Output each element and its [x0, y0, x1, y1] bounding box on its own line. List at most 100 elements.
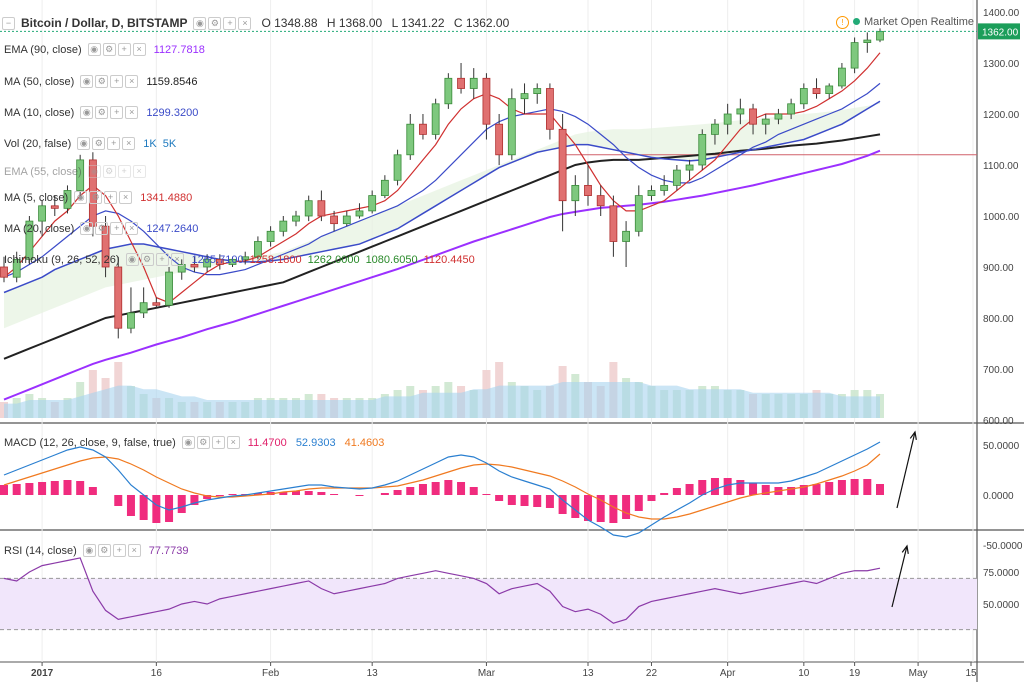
eye-icon[interactable]: ◉: [181, 436, 195, 449]
ma50-line[interactable]: [3, 133, 881, 360]
indicator-legend-row[interactable]: MA (10, close) ◉ ⚙ + × 1299.3200: [0, 104, 204, 121]
add-icon[interactable]: +: [112, 544, 126, 557]
macd-histogram-bar[interactable]: [876, 484, 884, 495]
ma10-line[interactable]: [3, 82, 881, 278]
macd-histogram-bar[interactable]: [165, 495, 174, 522]
collapse-icon[interactable]: −: [2, 16, 15, 30]
candle[interactable]: [431, 103, 440, 135]
macd-histogram-bar[interactable]: [215, 495, 224, 496]
candle[interactable]: [799, 88, 808, 105]
macd-histogram-bar[interactable]: [63, 480, 72, 495]
macd-histogram-bar[interactable]: [837, 480, 846, 495]
macd-histogram-bar[interactable]: [799, 485, 808, 495]
candle[interactable]: [749, 108, 757, 125]
settings-icon[interactable]: ⚙: [89, 191, 103, 204]
macd-histogram-bar[interactable]: [279, 492, 288, 495]
candle[interactable]: [317, 200, 326, 217]
macd-histogram-bar[interactable]: [787, 487, 796, 495]
settings-icon[interactable]: ⚙: [102, 165, 116, 178]
candle[interactable]: [634, 195, 643, 232]
candle[interactable]: [342, 215, 351, 225]
eye-icon[interactable]: ◉: [82, 544, 96, 557]
trend-arrow-line[interactable]: [896, 431, 916, 509]
macd-histogram-bar[interactable]: [152, 495, 161, 523]
indicator-legend-row[interactable]: Ichimoku (9, 26, 52, 26) ◉ ⚙ + × 1265.7100 125…: [0, 251, 481, 268]
macd-pane[interactable]: [0, 441, 884, 538]
candle[interactable]: [850, 42, 859, 69]
price-pane[interactable]: [0, 28, 977, 418]
macd-histogram-bar[interactable]: [545, 495, 554, 508]
candle[interactable]: [114, 266, 123, 329]
macd-histogram-bar[interactable]: [330, 494, 339, 495]
eye-icon[interactable]: ◉: [77, 137, 91, 150]
candle[interactable]: [685, 164, 694, 171]
macd-histogram-bar[interactable]: [825, 482, 834, 495]
candle[interactable]: [63, 190, 72, 209]
close-icon[interactable]: ×: [125, 106, 139, 119]
macd-histogram-bar[interactable]: [139, 495, 148, 520]
macd-histogram-bar[interactable]: [710, 478, 719, 495]
add-icon[interactable]: +: [117, 43, 131, 56]
candle[interactable]: [482, 77, 491, 125]
candle[interactable]: [190, 264, 199, 268]
macd-histogram-bar[interactable]: [495, 495, 504, 501]
indicator-legend-row[interactable]: EMA (90, close) ◉ ⚙ + × 1127.7818: [0, 41, 211, 58]
candle[interactable]: [825, 85, 834, 94]
candle[interactable]: [266, 230, 275, 242]
candle[interactable]: [876, 30, 884, 41]
candle[interactable]: [368, 195, 377, 212]
candle[interactable]: [711, 123, 719, 135]
candle[interactable]: [76, 159, 85, 191]
candle[interactable]: [647, 190, 656, 196]
candle[interactable]: [215, 258, 224, 265]
macd-histogram-bar[interactable]: [609, 495, 618, 523]
eye-icon[interactable]: ◉: [87, 165, 101, 178]
macd-histogram-bar[interactable]: [698, 480, 707, 495]
add-icon[interactable]: +: [104, 191, 118, 204]
macd-histogram-bar[interactable]: [126, 495, 135, 516]
candle[interactable]: [584, 184, 592, 196]
macd-legend[interactable]: MACD (12, 26, close, 9, false, true) ◉ ⚙…: [0, 434, 390, 451]
candle[interactable]: [419, 123, 427, 135]
candle[interactable]: [495, 123, 504, 156]
eye-icon[interactable]: ◉: [193, 16, 207, 30]
symbol-title[interactable]: Bitcoin / Dollar, D, BITSTAMP: [21, 16, 188, 30]
macd-histogram-bar[interactable]: [393, 490, 402, 495]
close-icon[interactable]: ×: [170, 253, 184, 266]
eye-icon[interactable]: ◉: [87, 43, 101, 56]
candle[interactable]: [838, 67, 846, 87]
macd-histogram-bar[interactable]: [850, 479, 859, 495]
macd-histogram-bar[interactable]: [482, 494, 491, 495]
macd-histogram-bar[interactable]: [38, 482, 47, 495]
macd-histogram-bar[interactable]: [571, 495, 580, 518]
close-icon[interactable]: ×: [125, 222, 139, 235]
macd-histogram-bar[interactable]: [355, 495, 364, 496]
settings-icon[interactable]: ⚙: [140, 253, 154, 266]
macd-histogram-bar[interactable]: [12, 484, 21, 495]
candle[interactable]: [520, 93, 529, 100]
candle[interactable]: [254, 241, 262, 258]
indicator-legend-row[interactable]: Vol (20, false) ◉ ⚙ + × 1K 5K: [0, 135, 182, 152]
close-icon[interactable]: ×: [125, 75, 139, 88]
ema90-line[interactable]: [3, 149, 881, 401]
close-icon[interactable]: ×: [127, 544, 141, 557]
candle[interactable]: [812, 88, 821, 94]
macd-histogram-bar[interactable]: [672, 488, 681, 495]
macd-histogram-bar[interactable]: [114, 495, 123, 506]
candle[interactable]: [406, 123, 415, 156]
macd-histogram-bar[interactable]: [76, 481, 85, 495]
candle[interactable]: [380, 179, 389, 197]
add-icon[interactable]: +: [117, 165, 131, 178]
settings-icon[interactable]: ⚙: [97, 544, 111, 557]
ma5-line[interactable]: [3, 52, 881, 304]
rsi-legend[interactable]: RSI (14, close) ◉ ⚙ + × 77.7739: [0, 542, 195, 559]
macd-histogram-bar[interactable]: [634, 495, 643, 511]
macd-histogram-bar[interactable]: [533, 495, 542, 507]
add-icon[interactable]: +: [155, 253, 169, 266]
candle[interactable]: [609, 205, 618, 242]
rsi-line[interactable]: [3, 557, 881, 624]
macd-histogram-bar[interactable]: [228, 494, 237, 495]
candle[interactable]: [698, 133, 707, 166]
candle[interactable]: [203, 258, 212, 268]
candle[interactable]: [330, 215, 338, 225]
